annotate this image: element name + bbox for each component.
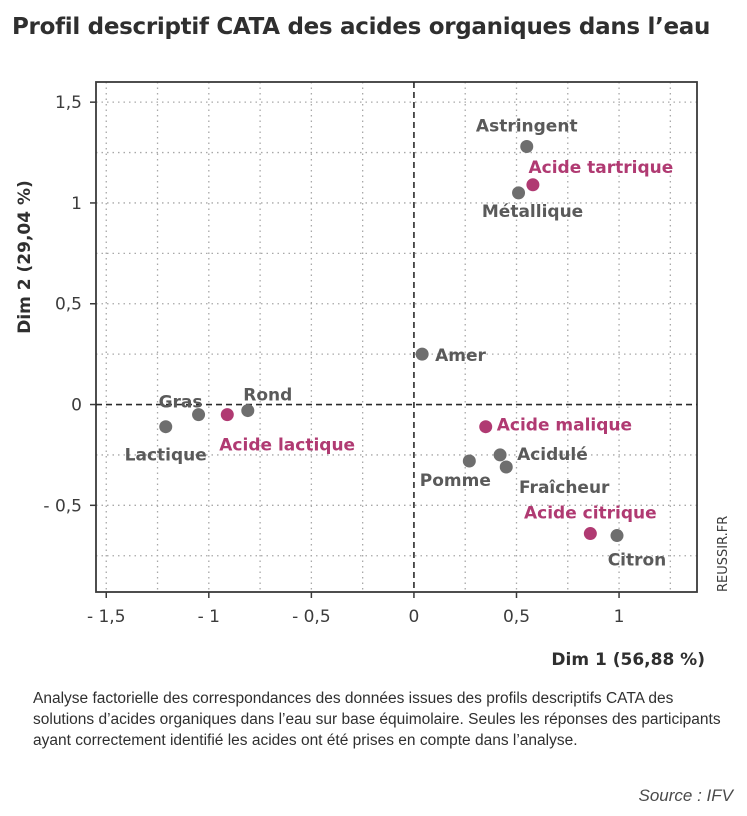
y-tick-label: 1,5 bbox=[55, 93, 82, 113]
plot-frame bbox=[95, 81, 698, 593]
y-tick-label: - 0,5 bbox=[43, 496, 82, 516]
label-acide-malique: Acide malique bbox=[497, 416, 632, 436]
label-rond: Rond bbox=[243, 386, 292, 406]
point-pomme bbox=[462, 454, 476, 468]
point-labels: Astringent Métallique Amer Gras Rond Lactique… bbox=[125, 117, 674, 571]
label-gras: Gras bbox=[159, 393, 203, 413]
tick-labels: - 1,5 - 1 - 0,5 0 0,5 1 - 0,5 0 0,5 1 1,5 bbox=[43, 93, 624, 627]
label-amer: Amer bbox=[435, 346, 486, 366]
point-acide-citrique bbox=[583, 527, 597, 541]
label-citron: Citron bbox=[608, 551, 667, 571]
label-acidule: Acidulé bbox=[517, 445, 588, 465]
point-citron bbox=[610, 529, 624, 543]
y-tick-label: 0,5 bbox=[55, 295, 82, 315]
data-points bbox=[159, 140, 624, 543]
label-lactique: Lactique bbox=[125, 446, 207, 466]
point-fraicheur bbox=[499, 460, 513, 474]
y-tick-label: 0 bbox=[71, 396, 82, 416]
point-lactique bbox=[159, 420, 173, 434]
x-tick-label: 0,5 bbox=[503, 607, 530, 627]
point-acide-lactique bbox=[220, 408, 234, 422]
x-tick-label: 1 bbox=[614, 607, 625, 627]
label-acide-lactique: Acide lactique bbox=[219, 436, 355, 456]
point-gras bbox=[192, 408, 206, 422]
point-acide-tartrique bbox=[526, 178, 540, 192]
zero-axes bbox=[96, 82, 697, 592]
point-astringent bbox=[520, 140, 534, 154]
y-axis-title: Dim 2 (29,04 %) bbox=[15, 180, 35, 334]
x-axis-title: Dim 1 (56,88 %) bbox=[551, 650, 705, 670]
grid bbox=[96, 82, 697, 592]
point-metallique bbox=[512, 186, 526, 200]
point-rond bbox=[241, 404, 255, 418]
chart-title: Profil descriptif CATA des acides organi… bbox=[12, 14, 711, 40]
source-credit: Source : IFV bbox=[638, 786, 733, 805]
x-tick-label: - 1,5 bbox=[87, 607, 126, 627]
x-tick-label: 0 bbox=[409, 607, 420, 627]
x-tick-label: - 0,5 bbox=[292, 607, 331, 627]
point-acidule bbox=[493, 448, 507, 462]
point-acide-malique bbox=[479, 420, 493, 434]
label-metallique: Métallique bbox=[482, 202, 583, 222]
watermark: REUSSIR.FR bbox=[716, 516, 731, 592]
x-tick-label: - 1 bbox=[198, 607, 220, 627]
point-amer bbox=[415, 347, 429, 361]
scatter-chart: - 1,5 - 1 - 0,5 0 0,5 1 - 0,5 0 0,5 1 1,5 Astringe… bbox=[15, 81, 731, 670]
label-astringent: Astringent bbox=[476, 117, 578, 137]
y-tick-label: 1 bbox=[71, 194, 82, 214]
label-acide-tartrique: Acide tartrique bbox=[528, 158, 673, 178]
caption: Analyse factorielle des correspondances … bbox=[33, 690, 721, 749]
label-pomme: Pomme bbox=[420, 471, 491, 491]
label-fraicheur: Fraîcheur bbox=[519, 478, 610, 498]
label-acide-citrique: Acide citrique bbox=[524, 504, 657, 524]
